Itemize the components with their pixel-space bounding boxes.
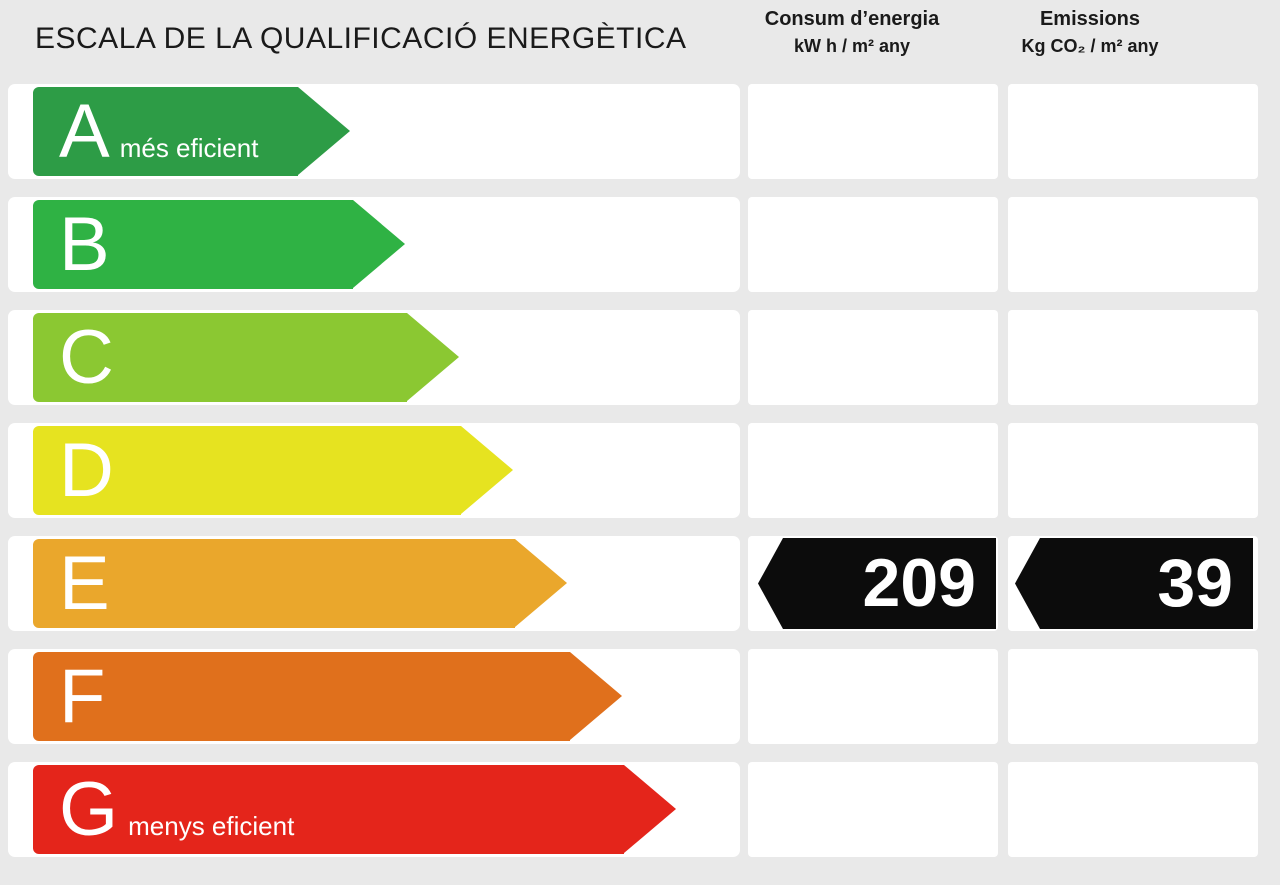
bar-track: F — [8, 649, 740, 744]
bar-track: E — [8, 536, 740, 631]
rating-bar-d: D — [33, 426, 513, 515]
band-letter: G — [59, 767, 119, 852]
consum-column-title: Consum d’energia — [764, 8, 940, 30]
band-letter: A — [59, 89, 110, 174]
emissions-value-arrow: 39 — [1015, 538, 1253, 629]
emissions-cell — [1008, 84, 1258, 179]
consum-value-arrow: 209 — [758, 538, 996, 629]
emissions-column-header: Emissions Kg CO₂ / m² any — [965, 8, 1215, 57]
rating-bar-f: F — [33, 652, 622, 741]
rating-row-f: F — [8, 649, 1272, 744]
band-note: més eficient — [119, 133, 259, 163]
consum-column-header: Consum d’energia kW h / m² any — [727, 8, 977, 57]
arrow-tip-icon — [624, 765, 676, 853]
bar-label: C — [59, 320, 124, 396]
arrow-tip-icon — [515, 539, 567, 627]
arrow-tip-icon — [570, 652, 622, 740]
bar-track: D — [8, 423, 740, 518]
consum-cell — [748, 649, 998, 744]
band-letter: D — [59, 428, 114, 513]
arrow-tip-icon — [461, 426, 513, 514]
page-title: ESCALA DE LA QUALIFICACIÓ ENERGÈTICA — [35, 22, 687, 55]
rating-bar-c: C — [33, 313, 459, 402]
bar-label: F — [59, 659, 115, 735]
emissions-cell — [1008, 649, 1258, 744]
emissions-cell — [1008, 310, 1258, 405]
emissions-cell — [1008, 423, 1258, 518]
arrow-tip-icon — [407, 313, 459, 401]
consum-cell: 209 — [748, 536, 998, 631]
band-letter: F — [59, 654, 106, 739]
band-letter: B — [59, 202, 110, 287]
band-letter: E — [59, 541, 110, 626]
bar-track: C — [8, 310, 740, 405]
bar-label: B — [59, 207, 120, 283]
rating-bar-e: E — [33, 539, 567, 628]
emissions-column-title: Emissions — [1039, 8, 1141, 30]
rating-bar-b: B — [33, 200, 405, 289]
bar-label: D — [59, 433, 124, 509]
emissions-cell: 39 — [1008, 536, 1258, 631]
emissions-cell — [1008, 197, 1258, 292]
rating-row-b: B — [8, 197, 1272, 292]
band-note: menys eficient — [128, 811, 295, 841]
bar-track: B — [8, 197, 740, 292]
emissions-cell — [1008, 762, 1258, 857]
consum-cell — [748, 762, 998, 857]
arrow-tip-icon — [298, 87, 350, 175]
consum-cell — [748, 310, 998, 405]
consum-column-units: kW h / m² any — [793, 36, 910, 56]
emissions-column-units: Kg CO₂ / m² any — [1021, 36, 1159, 56]
consum-cell — [748, 84, 998, 179]
rating-row-c: C — [8, 310, 1272, 405]
consum-cell — [748, 197, 998, 292]
rating-row-d: D — [8, 423, 1272, 518]
consum-cell — [748, 423, 998, 518]
band-letter: C — [59, 315, 114, 400]
bar-label: E — [59, 546, 120, 622]
arrow-tip-icon — [353, 200, 405, 288]
rating-row-e: E 209 39 — [8, 536, 1272, 631]
